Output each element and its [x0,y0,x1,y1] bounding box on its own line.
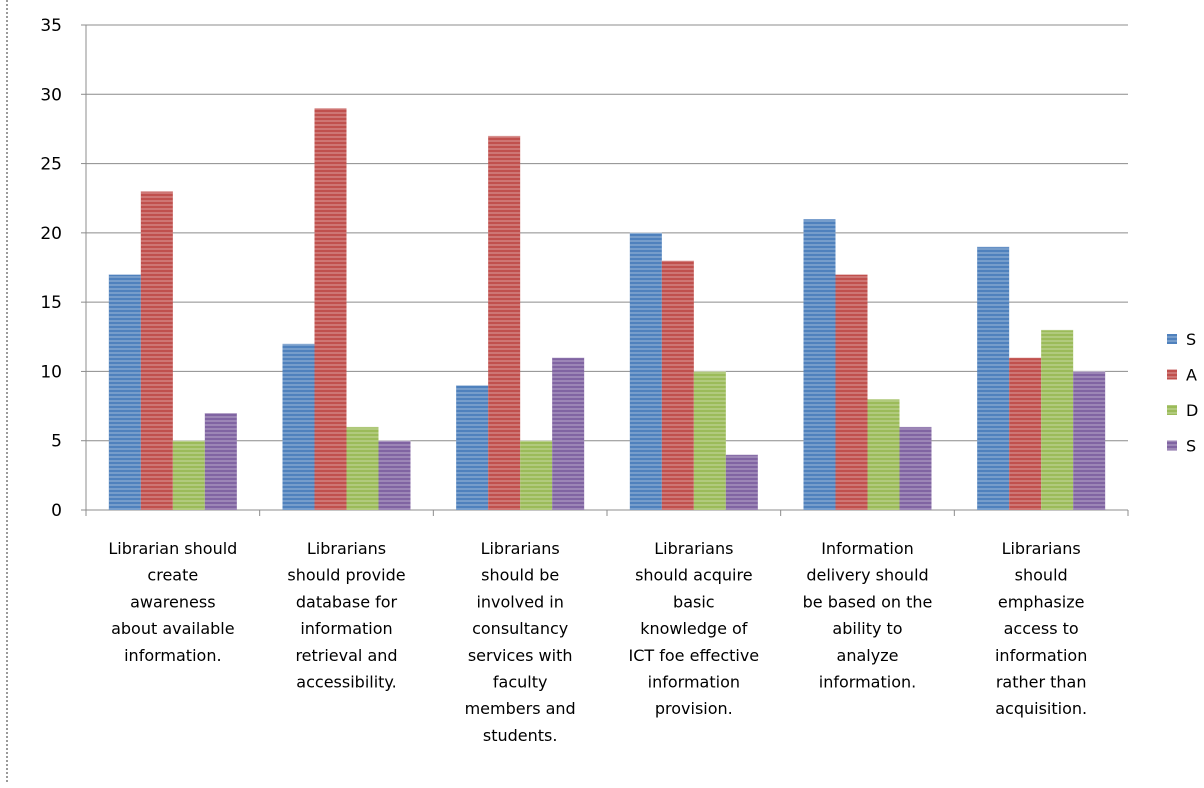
bar-d-4-texture [693,371,726,510]
bar-s-6-texture [1073,371,1106,510]
category-label: Librarians should acquire basic knowledge o… [629,539,760,718]
category-label-line: create [147,566,198,585]
y-tick-label: 35 [40,16,62,36]
category-label-line: should [1015,566,1068,585]
category-label-line: faculty [493,673,548,692]
axes [81,24,1129,516]
category-label-line: retrieval and [295,646,397,665]
category-label-line: consultancy [472,619,568,638]
category-label-line: provision. [655,699,733,718]
y-tick-label: 0 [51,501,62,521]
category-label-line: Information [821,539,914,558]
bar-s-1-texture [204,413,237,510]
bar-a-4-texture [661,260,694,510]
category-label-line: should acquire [635,566,753,585]
category-label: Librarians should emphasize access to inform… [995,539,1087,718]
category-label-line: members and [465,699,576,718]
bar-s-5-texture [899,426,932,510]
bar-s-1-texture [108,274,141,510]
bar-s-3-texture [456,385,489,510]
category-label-line: Librarians [654,539,733,558]
category-label-line: be based on the [803,592,933,611]
bar-s-6-texture [977,246,1010,510]
legend-swatch-texture [1167,369,1177,380]
category-label-line: emphasize [998,592,1085,611]
y-tick-label: 5 [51,432,62,452]
category-label-line: Librarians [1002,539,1081,558]
category-label-line: database for [296,592,398,611]
category-label-line: involved in [476,592,563,611]
category-label-line: should provide [287,566,405,585]
gridlines [86,24,1128,442]
bar-s-2-texture [378,440,411,510]
legend-label: A [1186,366,1197,385]
bar-d-2-texture [346,426,379,510]
category-label-line: Librarians [307,539,386,558]
bar-a-5-texture [835,274,868,510]
category-label-line: analyze [837,646,899,665]
category-label-line: rather than [996,673,1087,692]
category-label-line: awareness [130,592,215,611]
bar-d-5-texture [867,399,900,510]
category-label: Librarians should provide database for info… [287,539,405,692]
bar-a-6-texture [1009,357,1042,510]
category-label-line: basic [673,592,715,611]
legend-swatch-texture [1167,334,1177,344]
category-label-line: delivery should [806,566,928,585]
y-tick-label: 25 [40,155,62,175]
legend-label: S [1186,437,1196,456]
category-label-line: about available [111,619,234,638]
category-label-line: should be [481,566,559,585]
bar-a-3-texture [488,135,521,510]
legend-label: S [1186,330,1196,349]
category-label-line: ICT foe effective [629,646,760,665]
bars [108,107,1106,511]
bar-s-4-texture [629,232,662,510]
category-label-line: information [300,619,392,638]
bar-s-2-texture [282,343,315,510]
category-label-line: acquisition. [995,699,1087,718]
category-label-line: accessibility. [296,673,396,692]
category-label-line: Librarian should [108,539,237,558]
category-label-line: information. [819,673,916,692]
bar-d-6-texture [1041,329,1074,510]
category-label: Librarians should be involved in consultanc… [465,539,576,745]
bar-s-4-texture [725,454,758,510]
category-label-line: ability to [832,619,902,638]
legend-swatch-texture [1167,405,1177,415]
legend-label: D [1186,401,1198,420]
x-axis-category-labels: Librarian should create awareness about ava… [108,539,1087,745]
legend-swatch-texture [1167,440,1177,451]
y-tick-label: 30 [40,85,62,105]
category-label: Librarian should create awareness about ava… [108,539,237,665]
category-label-line: services with [468,646,573,665]
bar-d-3-texture [520,440,553,510]
category-label-line: information [995,646,1087,665]
category-label-line: Librarians [481,539,560,558]
category-label-line: information. [124,646,221,665]
y-tick-label: 15 [40,293,62,313]
category-label-line: access to [1004,619,1079,638]
category-label: Information delivery should be based on th… [803,539,933,692]
y-tick-label: 20 [40,224,62,244]
category-label-line: knowledge of [640,619,748,638]
bar-a-1-texture [140,191,173,511]
bar-a-2-texture [314,108,347,511]
bar-d-1-texture [172,440,205,510]
bar-s-3-texture [552,357,585,510]
y-axis-ticks: 0 5 10 15 20 25 30 35 [40,16,62,521]
category-label-line: students. [483,726,558,745]
category-label-line: information [648,673,740,692]
bar-s-5-texture [803,219,836,510]
y-tick-label: 10 [40,362,62,382]
